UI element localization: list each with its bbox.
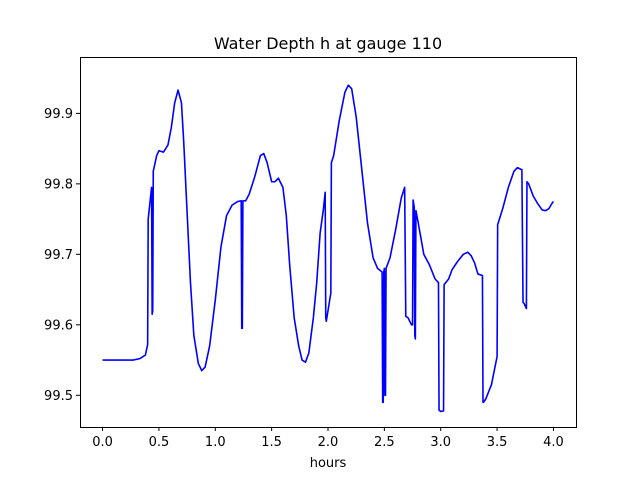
series-line: [102, 84, 555, 413]
x-axis-label: hours: [310, 456, 347, 471]
x-tick-label: 0.5: [149, 435, 170, 450]
x-tick-label: 3.0: [430, 435, 451, 450]
y-axis: 99.5 99.6 99.7 99.8 99.9: [44, 107, 80, 404]
plot-area-frame: [80, 57, 577, 428]
x-tick-label: 1.5: [261, 435, 282, 450]
series-layer: [102, 84, 555, 413]
y-tick-label: 99.6: [44, 318, 73, 333]
y-tick-label: 99.5: [44, 389, 73, 404]
chart-title: Water Depth h at gauge 110: [214, 34, 442, 53]
x-tick-label: 1.0: [205, 435, 226, 450]
x-tick-label: 3.5: [487, 435, 508, 450]
x-tick-label: 2.5: [374, 435, 395, 450]
x-tick-label: 4.0: [543, 435, 564, 450]
x-axis: 0.0 0.5 1.0 1.5 2.0 2.5 3.0 3.5 4.0: [92, 427, 564, 450]
y-tick-label: 99.7: [44, 248, 73, 263]
y-tick-label: 99.9: [44, 107, 73, 122]
x-tick-label: 2.0: [318, 435, 339, 450]
y-tick-label: 99.8: [44, 177, 73, 192]
x-tick-label: 0.0: [92, 435, 113, 450]
